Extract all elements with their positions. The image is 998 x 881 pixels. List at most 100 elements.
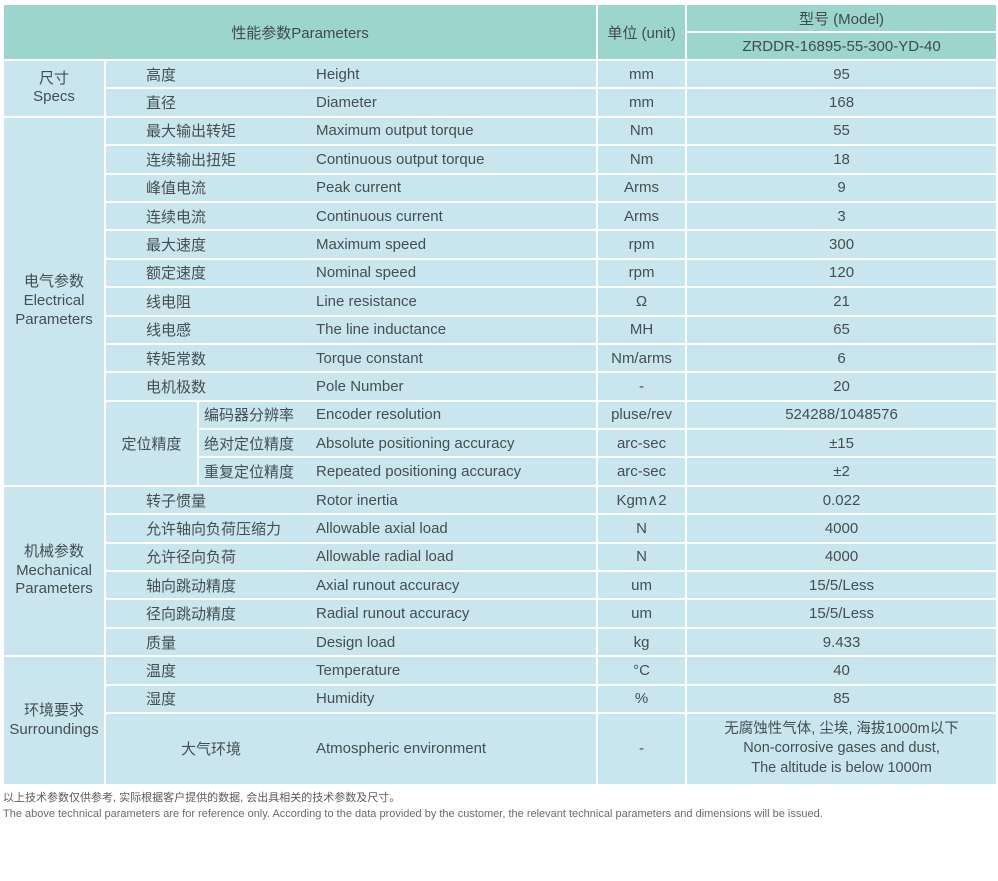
header-parameters: 性能参数Parameters (1, 3, 599, 61)
table-row: 连续电流 Continuous current Arms 3 (3, 200, 998, 232)
param-label-zh: 允许轴向负荷压缩力 (146, 520, 282, 538)
param-label-cell: 质量 Design load (103, 626, 599, 658)
param-label-en: Rotor inertia (316, 491, 398, 509)
param-label-cell: 温度 Temperature (103, 655, 599, 686)
unit-cell: - (596, 371, 688, 402)
spec-table: 性能参数Parameters 单位 (unit) 型号 (Model) ZRDD… (1, 3, 998, 786)
table-body: 尺寸 Specs 高度 Height mm 95 直径 Diameter mm 168 电气参数 El… (2, 58, 998, 786)
value-cell: 55 (685, 115, 998, 147)
footnote: 以上技术参数仅供参考, 实际根据客户提供的数据, 会出具相关的技术参数及尺寸。 … (3, 791, 998, 823)
section-cell: 电气参数 Electrical Parameters (2, 115, 106, 487)
param-label-zh: 湿度 (146, 691, 177, 709)
param-label-en: Diameter (316, 94, 377, 112)
param-label-pair: 允许径向负荷 Allowable radial load (106, 546, 596, 567)
param-label-cell: 峰值电流 Peak current (103, 172, 599, 203)
header-row-1: 性能参数Parameters 单位 (unit) 型号 (Model) (1, 3, 998, 61)
param-label-pair: 线电感 The line inductance (106, 319, 596, 340)
param-label-en: Absolute positioning accuracy (316, 434, 515, 452)
param-label-cell: 线电感 The line inductance (103, 314, 599, 345)
param-label-cell: 额定速度 Nominal speed (103, 257, 599, 289)
footnote-zh: 以上技术参数仅供参考, 实际根据客户提供的数据, 会出具相关的技术参数及尺寸。 (3, 791, 401, 804)
table-row: 绝对定位精度 Absolute positioning accuracy arc-s… (3, 428, 998, 459)
value-cell: 无腐蚀性气体, 尘埃, 海拔1000m以下 Non-corrosive gases… (685, 711, 998, 786)
param-label-en: Height (316, 65, 360, 83)
param-label-en: Pole Number (316, 377, 404, 395)
unit-cell: Nm (596, 144, 688, 175)
param-label-en: Axial runout accuracy (316, 576, 460, 594)
value-cell: 6 (685, 342, 998, 374)
param-label-pair: 绝对定位精度 Absolute positioning accuracy (199, 433, 596, 454)
section-label-en: Specs (33, 88, 75, 106)
param-label-cell: 高度 Height (103, 58, 599, 90)
table-row: 尺寸 Specs 高度 Height mm 95 (2, 58, 998, 118)
footnote-en: The above technical parameters are for r… (3, 807, 823, 820)
header-model: 型号 (Model) (685, 3, 998, 33)
section-label-zh: 机械参数 (23, 542, 84, 560)
value-cell: 21 (685, 286, 998, 317)
param-label-pair: 直径 Diameter (106, 92, 596, 113)
section-label-zh: 尺寸 (38, 69, 69, 87)
param-label-zh: 允许径向负荷 (146, 549, 237, 567)
param-label-cell: 电机极数 Pole Number (103, 371, 599, 402)
value-cell: 524288/1048576 (685, 399, 998, 431)
table-row: 电机极数 Pole Number -20 (3, 371, 998, 402)
param-label-cell: 允许轴向负荷压缩力 Allowable axial load (103, 513, 599, 544)
unit-cell: Nm (596, 115, 688, 147)
unit-cell: mm (596, 87, 688, 118)
param-label-zh: 最大输出转矩 (146, 123, 237, 141)
param-label-en: Allowable axial load (316, 519, 448, 537)
param-label-cell: 径向跳动精度 Radial runout accuracy (103, 598, 599, 629)
param-label-zh: 轴向跳动精度 (146, 577, 237, 595)
param-label-cell: 最大输出转矩 Maximum output torque (103, 115, 599, 147)
param-label-en: The line inductance (316, 321, 447, 339)
param-label-en: Design load (316, 633, 396, 651)
unit-cell: Ω (596, 286, 688, 317)
unit-cell: um (596, 598, 688, 629)
param-label-cell: 编码器分辨率 Encoder resolution (196, 399, 599, 431)
param-label-zh: 转子惯量 (146, 492, 207, 510)
param-label-en: Continuous current (316, 207, 443, 225)
value-cell: 18 (685, 144, 998, 175)
section-label-en: Electrical Parameters (15, 291, 93, 328)
param-label-cell: 绝对定位精度 Absolute positioning accuracy (196, 428, 599, 459)
value-cell: 40 (685, 655, 998, 686)
param-label-zh: 编码器分辨率 (204, 407, 295, 425)
value-cell: 9 (685, 172, 998, 203)
unit-cell: N (596, 541, 688, 573)
param-label-zh: 峰值电流 (146, 180, 207, 198)
value-cell: 15/5/Less (685, 570, 998, 601)
section-label-zh: 电气参数 (23, 273, 84, 291)
value-cell: 9.433 (685, 626, 998, 658)
param-label-en: Humidity (316, 690, 375, 708)
param-label-en: Radial runout accuracy (316, 605, 470, 623)
param-label-cell: 湿度 Humidity (103, 683, 599, 714)
section-cell: 尺寸 Specs (2, 59, 106, 118)
param-label-zh: 线电阻 (146, 293, 192, 311)
param-label-en: Peak current (316, 179, 402, 197)
value-cell: 0.022 (685, 484, 998, 516)
param-label-zh: 直径 (146, 95, 177, 113)
param-label-pair: 额定速度 Nominal speed (106, 262, 596, 283)
value-cell: 4000 (685, 541, 998, 573)
param-label-zh: 连续输出扭矩 (146, 151, 237, 169)
unit-cell: N (596, 513, 688, 544)
param-label-pair: 最大输出转矩 Maximum output torque (106, 120, 596, 141)
param-label-zh: 大气环境 (180, 741, 241, 759)
value-cell: 168 (685, 87, 998, 118)
param-label-en: Line resistance (316, 292, 417, 310)
param-label-en: Nominal speed (316, 264, 417, 282)
table-row: 大气环境 Atmospheric environment - 无腐蚀性气体, 尘埃, … (3, 711, 998, 786)
param-label-zh: 质量 (146, 634, 177, 652)
table-row: 转矩常数 Torque constant Nm/arms 6 (3, 342, 998, 374)
unit-cell: rpm (596, 229, 688, 260)
param-label-zh: 线电感 (146, 322, 192, 340)
section-cell: 环境要求 Surroundings (2, 655, 106, 786)
subsection-cell: 定位精度 (104, 399, 199, 487)
param-label-en: Maximum speed (316, 236, 427, 254)
value-cell: 120 (685, 257, 998, 289)
table-row: 电气参数 Electrical Parameters 最大输出转矩 Maximum o… (2, 115, 998, 487)
section-cell: 机械参数 Mechanical Parameters (2, 484, 106, 658)
table-row: 线电感 The line inductance MH 65 (3, 314, 998, 345)
unit-cell: - (596, 711, 688, 786)
param-label-zh: 连续电流 (146, 208, 207, 226)
